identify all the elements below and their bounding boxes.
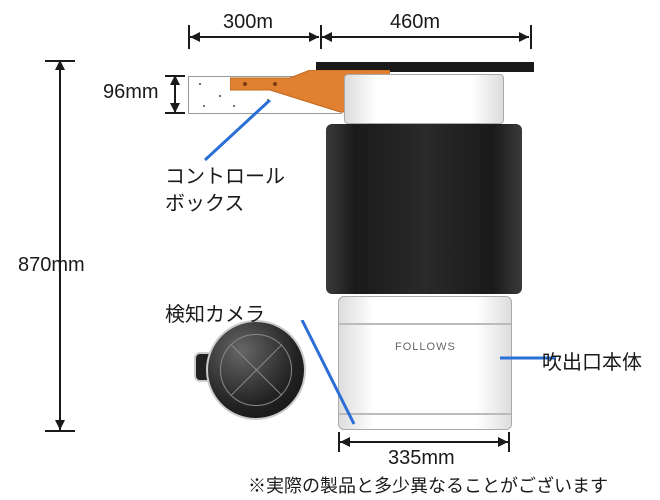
dim-96-arr-d [170, 103, 180, 113]
label-control-box: コントロール ボックス [165, 164, 285, 218]
leader-camera [290, 320, 380, 430]
dim-96-label: 96mm [103, 81, 159, 104]
dim-300-line [190, 36, 319, 38]
dim-335-tick-r [508, 432, 510, 452]
leader-control-box [190, 100, 310, 170]
dim-460-arr-l [322, 32, 332, 42]
dim-870-tick-bot [45, 430, 75, 432]
label-control-box-l1: コントロール [165, 166, 285, 188]
label-camera: 検知カメラ [165, 298, 265, 327]
main-body [326, 124, 522, 294]
dim-300-label: 300m [223, 11, 273, 34]
dim-300-arr-r [309, 32, 319, 42]
dim-460-label: 460m [390, 11, 440, 34]
dim-335-label: 335mm [388, 447, 455, 470]
diagram-canvas: 870mm 300m 460m 96mm [0, 0, 660, 500]
dim-96-arr-u [170, 75, 180, 85]
label-control-box-l2: ボックス [165, 193, 244, 215]
neck [344, 74, 504, 124]
dim-300-arr-l [190, 32, 200, 42]
dim-870-line [59, 60, 61, 430]
dim-460-line [322, 36, 529, 38]
label-outlet: 吹出口本体 [542, 346, 642, 375]
dim-335-arr-l [340, 437, 350, 447]
dim-335-arr-r [498, 437, 508, 447]
brand-text: FOLLOWS [395, 341, 456, 353]
footnote: ※実際の製品と多少異なることがございます [248, 472, 608, 498]
dim-335-line [340, 441, 508, 443]
dim-870-arrow-up [55, 60, 65, 70]
dim-460-arr-r [519, 32, 529, 42]
dim-870-label: 870mm [18, 254, 85, 277]
dim-870-arrow-dn [55, 420, 65, 430]
dim-top-tick-3 [530, 25, 532, 49]
